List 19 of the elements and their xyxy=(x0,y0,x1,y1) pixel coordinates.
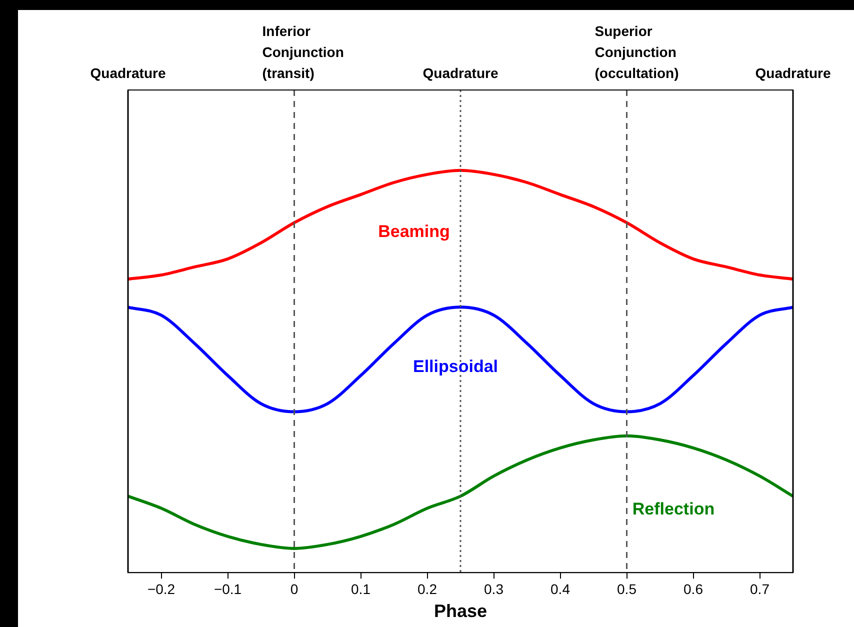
series-label: Beaming xyxy=(378,222,450,242)
x-axis-title: Phase xyxy=(434,601,488,622)
x-tick-label: −0.2 xyxy=(147,580,176,597)
x-tick-label: 0.2 xyxy=(418,580,438,597)
text: Reflection xyxy=(632,500,715,519)
ref-line-label: Superior Conjunction (occultation) xyxy=(594,23,679,81)
x-tick-label: 0.6 xyxy=(684,580,704,597)
x-tick-label: 0.5 xyxy=(617,580,637,597)
series-label: Ellipsoidal xyxy=(412,356,498,376)
x-tick-label: 0.4 xyxy=(550,580,570,597)
ref-line-label: Quadrature xyxy=(422,65,498,81)
ref-line-label: Inferior Conjunction (transit) xyxy=(262,23,344,81)
x-tick-label: 0.7 xyxy=(750,580,770,597)
ref-line-label: Quadrature xyxy=(755,65,831,81)
x-tick-label: −0.1 xyxy=(214,580,242,597)
x-tick-label: 0.3 xyxy=(484,580,504,597)
ref-line-label: Quadrature xyxy=(90,65,166,81)
x-tick-label: 0.1 xyxy=(351,580,371,597)
x-tick-label: 0 xyxy=(290,580,298,597)
